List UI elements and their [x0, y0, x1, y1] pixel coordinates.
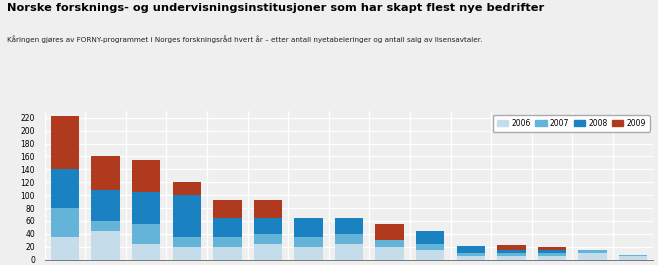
Bar — [213, 218, 241, 237]
Bar — [538, 253, 566, 257]
Bar — [497, 250, 526, 253]
Bar — [457, 253, 485, 257]
Bar — [172, 182, 201, 195]
Bar — [254, 244, 282, 260]
Bar — [51, 169, 79, 208]
Bar — [294, 218, 322, 237]
Bar — [376, 224, 404, 240]
Bar — [51, 208, 79, 237]
Text: Kåringen gjøres av FORNY-programmet i Norges forskningsråd hvert år – etter anta: Kåringen gjøres av FORNY-programmet i No… — [7, 36, 482, 43]
Bar — [254, 218, 282, 234]
Bar — [335, 218, 363, 234]
Bar — [132, 192, 161, 224]
Bar — [497, 245, 526, 250]
Bar — [294, 247, 322, 260]
Bar — [132, 224, 161, 244]
Bar — [51, 237, 79, 260]
Bar — [578, 250, 607, 253]
Bar — [91, 190, 120, 221]
Bar — [335, 244, 363, 260]
Bar — [416, 250, 444, 260]
Bar — [457, 245, 485, 253]
Bar — [254, 234, 282, 244]
Bar — [172, 195, 201, 237]
Bar — [172, 247, 201, 260]
Bar — [91, 221, 120, 231]
Text: Norske forsknings- og undervisningsinstitusjoner som har skapt flest nye bedrift: Norske forsknings- og undervisningsinsti… — [7, 3, 544, 13]
Bar — [172, 237, 201, 247]
Bar — [538, 247, 566, 250]
Legend: 2006, 2007, 2008, 2009: 2006, 2007, 2008, 2009 — [493, 115, 649, 132]
Bar — [294, 237, 322, 247]
Bar — [538, 250, 566, 253]
Bar — [335, 234, 363, 244]
Bar — [416, 244, 444, 250]
Bar — [376, 247, 404, 260]
Bar — [538, 257, 566, 260]
Bar — [416, 231, 444, 244]
Bar — [254, 200, 282, 218]
Bar — [376, 240, 404, 247]
Bar — [457, 257, 485, 260]
Bar — [91, 231, 120, 260]
Bar — [213, 200, 241, 218]
Bar — [213, 247, 241, 260]
Bar — [132, 244, 161, 260]
Bar — [619, 257, 647, 260]
Bar — [578, 253, 607, 260]
Bar — [619, 255, 647, 257]
Bar — [213, 237, 241, 247]
Bar — [51, 116, 79, 169]
Bar — [497, 257, 526, 260]
Bar — [497, 253, 526, 257]
Bar — [132, 160, 161, 192]
Bar — [91, 156, 120, 190]
